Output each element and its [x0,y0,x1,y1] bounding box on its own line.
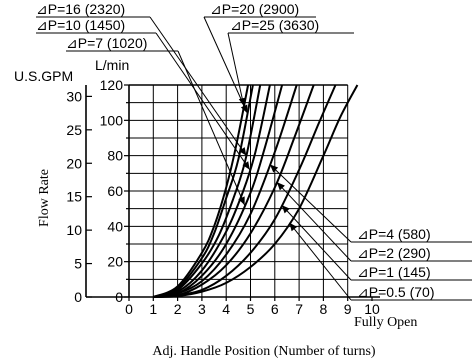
y-unit-gpm: U.S.GPM [14,68,73,84]
curve-series-2 [153,84,262,298]
leader-arrow-head [238,147,247,156]
series-label-top: ⊿P=20 (2900) [210,1,299,17]
y-unit-lmin: L/min [95,57,129,73]
plot-axes [85,84,380,301]
leader-line [177,50,246,206]
y-tick-label-gpm: 15 [66,189,82,205]
leader-line [269,164,352,243]
y-tick-label-gpm: 5 [74,256,82,272]
y-tick-label-gpm: 0 [74,289,82,305]
leader-arrow-head [276,182,285,191]
leader-arrow-head [240,104,248,114]
y-axis-label: Flow Rate [37,169,52,227]
y-tick-label-gpm: 25 [66,122,82,138]
x-tick-label: 8 [320,301,328,317]
series-label-right: ⊿P=0.5 (70) [357,284,435,300]
leader-arrow-head [269,164,279,173]
series-label-top: ⊿P=25 (3630) [230,17,319,33]
x-tick-label: 1 [149,301,157,317]
curve-series-5 [153,84,298,298]
leader-arrow-head [242,161,250,170]
leader-line [281,204,352,281]
x-end-label: Fully Open [354,315,417,330]
x-tick-label: 2 [174,301,182,317]
x-tick-label: 5 [247,301,255,317]
leader-line [227,32,245,107]
y-tick-label-lmin: 60 [107,183,123,199]
series-label-right: ⊿P=2 (290) [357,245,431,261]
y-tick-label-gpm: 30 [66,88,82,104]
leader-line [149,16,247,156]
series-label-right: ⊿P=4 (580) [357,226,431,242]
y-tick-label-gpm: 20 [66,155,82,171]
x-tick-label: 6 [271,301,279,317]
series-label-top: ⊿P=10 (1450) [36,17,125,33]
x-tick-label: 7 [295,301,303,317]
leader-arrow-head [238,196,245,206]
x-tick-label: 4 [222,301,230,317]
y-tick-label-lmin: 0 [115,289,123,305]
series-labels: ⊿P=10 (1450)⊿P=16 (2320) ⊿P=7 (1020) ⊿P=20… [36,1,435,300]
series-label-top: ⊿P=7 (1020) [66,35,147,51]
x-axis-label: Adj. Handle Position (Number of turns) [152,344,376,359]
y-tick-label-lmin: 20 [107,254,123,270]
leader-line [203,16,248,114]
y-tick-label-lmin: 120 [100,77,124,93]
flow-curves [152,84,359,298]
y-tick-label-lmin: 40 [107,218,123,234]
x-tick-label: 3 [198,301,206,317]
series-label-top: ⊿P=16 (2320) [36,1,125,17]
y-tick-label-lmin: 80 [107,148,123,164]
series-label-right: ⊿P=1 (145) [357,264,431,280]
curve-series-8 [153,84,359,298]
curve-series-1 [152,84,254,298]
leader-line [288,222,352,301]
x-tick-label: 9 [344,301,352,317]
label-leaders [36,16,472,301]
leader-line [155,32,251,171]
leader-arrow-head [238,97,246,107]
curve-series-3 [153,84,271,298]
x-tick-label: 10 [364,301,380,317]
curve-series-0 [152,84,250,298]
x-tick-label: 0 [125,301,133,317]
y-tick-label-lmin: 100 [100,112,124,128]
leader-arrow-head [289,222,298,232]
leader-line [276,181,352,262]
y-tick-label-gpm: 10 [66,222,82,238]
leader-arrow-head [281,205,290,214]
